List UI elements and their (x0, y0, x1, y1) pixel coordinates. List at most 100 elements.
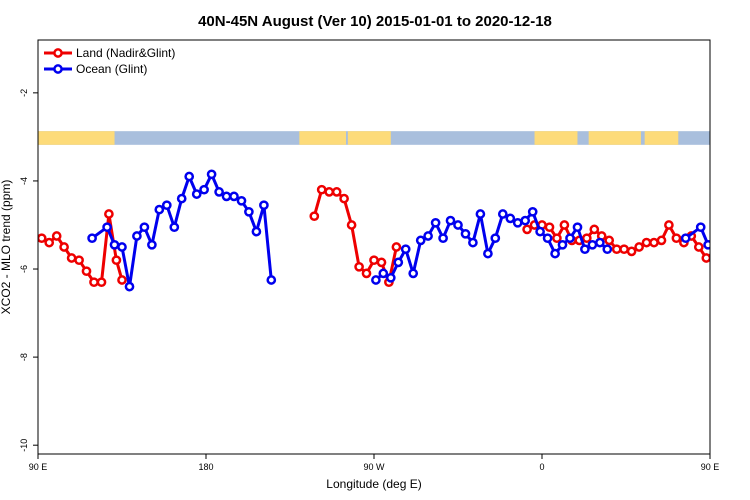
x-tick-label-1: 180 (198, 462, 213, 472)
series-1-point-30 (415, 235, 426, 246)
series-0-point-3 (59, 242, 69, 252)
strip-land-3 (534, 131, 578, 145)
series-1-point-21 (251, 226, 262, 237)
series-1-point-13 (191, 189, 202, 199)
legend-label-0: Land (Nadir&Glint) (76, 46, 175, 60)
series-1-point-40 (490, 233, 501, 244)
series-1-point-52 (580, 244, 590, 255)
series-0-point-10 (111, 255, 122, 266)
series-0-point-9 (104, 209, 114, 219)
series-0-point-27 (544, 222, 555, 233)
series-0-point-39 (634, 242, 644, 252)
series-1-point-12 (184, 171, 195, 182)
series-1-point-4 (124, 281, 135, 292)
series-1-point-46 (535, 226, 545, 237)
series-0-point-35 (604, 235, 615, 246)
y-tick-label-3: -8 (19, 353, 29, 361)
series-1-point-53 (587, 239, 598, 250)
series-0-point-33 (589, 224, 600, 235)
series-1-point-55 (602, 244, 613, 255)
series-1-point-10 (169, 222, 180, 233)
y-tick-label-4: -10 (19, 439, 29, 452)
series-0-point-43 (664, 220, 674, 230)
series-0-point-20 (369, 255, 379, 266)
legend-label-1: Ocean (Glint) (76, 62, 147, 76)
series-1-point-49 (557, 239, 568, 250)
series-1-point-8 (154, 204, 165, 215)
series-1-point-38 (475, 209, 486, 219)
series-1-point-19 (236, 195, 247, 206)
series-0-point-24 (522, 224, 532, 235)
y-axis: -2 -4 -6 -8 -10 (19, 89, 38, 452)
chart-title: 40N-45N August (Ver 10) 2015-01-01 to 20… (198, 13, 552, 30)
series-1-point-1 (102, 222, 112, 233)
y-tick-label-0: -2 (19, 89, 29, 97)
series-1-point-25 (378, 268, 389, 279)
series-0-point-1 (44, 237, 55, 248)
legend: Land (Nadir&Glint) Ocean (Glint) (44, 46, 175, 76)
series-1-point-6 (139, 222, 150, 233)
series-1-point-31 (423, 231, 433, 241)
series-1-point-59 (712, 243, 719, 250)
series-0-point-52 (733, 279, 740, 286)
series-1-point-58 (703, 239, 710, 250)
series-1-point-51 (572, 222, 583, 233)
series-1-point-54 (595, 237, 605, 248)
series-0-point-50 (718, 270, 725, 277)
series-1-point-29 (408, 268, 419, 279)
series-1-point-41 (497, 209, 508, 219)
series-1-point-37 (468, 237, 478, 248)
series-1-point-39 (483, 248, 493, 259)
series-0-point-0 (38, 233, 47, 244)
series-0-point-2 (51, 231, 62, 241)
series-1-point-47 (542, 233, 553, 244)
series-0-point-6 (81, 266, 92, 277)
x-axis-label: Longitude (deg E) (326, 477, 421, 491)
series-1-point-18 (229, 191, 239, 202)
series-0-point-32 (581, 233, 592, 244)
series-0-point-37 (619, 244, 629, 255)
series-0-point-48 (701, 253, 710, 263)
series-layer (38, 169, 741, 292)
series-1-point-62 (734, 224, 741, 231)
series-1-point-5 (132, 231, 142, 241)
series-1-point-33 (438, 233, 448, 244)
series-0-point-47 (693, 242, 704, 252)
series-0-point-7 (89, 277, 99, 288)
series-1-point-57 (695, 222, 706, 233)
series-0-point-38 (626, 246, 637, 257)
series-1-point-24 (371, 275, 381, 285)
series-0-point-12 (309, 211, 320, 222)
series-0-point-29 (559, 220, 570, 230)
series-0-point-5 (74, 255, 84, 266)
strip-land-1 (299, 131, 346, 145)
series-1-point-14 (199, 184, 209, 195)
strip-land-2 (347, 131, 391, 145)
series-0-point-18 (354, 261, 364, 272)
series-1-point-28 (400, 244, 411, 255)
series-1-point-9 (161, 200, 172, 211)
series-0-point-28 (552, 233, 562, 244)
series-0-point-41 (649, 237, 659, 248)
series-0-point-17 (346, 220, 357, 230)
x-tick-label-2: 90 W (363, 462, 385, 472)
series-1-point-26 (385, 272, 396, 283)
y-tick-label-1: -4 (19, 177, 29, 185)
series-1-point-44 (520, 215, 531, 226)
series-1-point-16 (214, 187, 224, 197)
series-1-point-11 (176, 193, 187, 204)
series-1-point-35 (453, 220, 463, 230)
series-1-point-2 (109, 239, 120, 250)
series-0-point-42 (656, 235, 667, 246)
legend-marker-0 (53, 48, 63, 58)
series-1-point-27 (393, 257, 404, 268)
x-tick-label-3: 0 (539, 462, 544, 472)
strip-land-5 (644, 131, 679, 145)
series-0-point-4 (66, 253, 77, 263)
series-1-point-36 (460, 228, 471, 239)
series-1-point-17 (221, 191, 232, 202)
x-tick-label-4: 90 E (701, 462, 720, 472)
series-0-point-49 (708, 252, 710, 259)
y-axis-label: XCO2 - MLO trend (ppm) (0, 180, 13, 315)
series-1-point-42 (505, 213, 516, 224)
